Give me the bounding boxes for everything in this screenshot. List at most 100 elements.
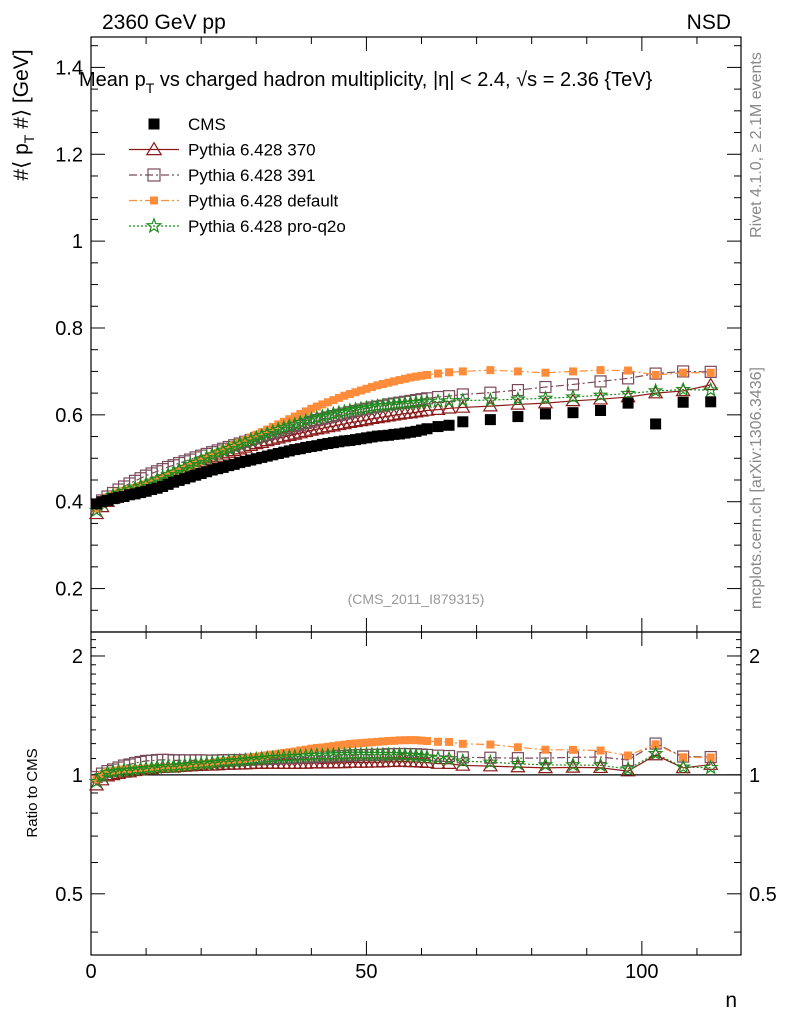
legend-marker bbox=[147, 168, 161, 182]
ratio-point bbox=[509, 755, 526, 771]
data-point bbox=[206, 464, 218, 476]
data-point bbox=[650, 418, 662, 430]
data-point bbox=[195, 467, 207, 479]
ratio-point bbox=[454, 752, 471, 768]
data-point bbox=[327, 437, 339, 449]
data-point bbox=[179, 473, 191, 485]
data-point bbox=[311, 440, 323, 452]
ratio-point bbox=[675, 758, 692, 774]
data-point bbox=[679, 368, 688, 377]
data-point bbox=[364, 411, 380, 425]
data-point bbox=[651, 370, 660, 379]
ratio-point bbox=[351, 739, 360, 748]
ratio-point bbox=[592, 756, 609, 773]
ratio-point bbox=[706, 753, 715, 762]
data-point bbox=[184, 471, 196, 483]
ratio-point bbox=[412, 736, 420, 745]
ratio-point bbox=[323, 742, 332, 751]
data-point bbox=[204, 446, 221, 462]
ratio-point bbox=[430, 750, 446, 766]
ratio-point bbox=[92, 775, 101, 784]
data-point bbox=[253, 427, 270, 443]
data-point bbox=[541, 368, 550, 377]
ratio-point bbox=[204, 754, 221, 770]
data-point bbox=[442, 390, 456, 403]
data-point bbox=[270, 430, 286, 444]
mcplots-label: mcplots.cern.ch [arXiv:1306.3436] bbox=[748, 367, 765, 609]
data-point bbox=[539, 408, 551, 420]
data-point bbox=[341, 402, 358, 418]
data-point bbox=[102, 494, 114, 506]
data-point bbox=[595, 405, 607, 417]
legend-label: Pythia 6.428 default bbox=[188, 192, 339, 211]
data-point bbox=[402, 405, 419, 419]
data-point bbox=[272, 448, 284, 459]
data-point bbox=[193, 451, 210, 467]
data-point bbox=[371, 430, 383, 442]
data-point bbox=[353, 413, 369, 427]
y-tick-label: 1.4 bbox=[55, 57, 83, 79]
data-point bbox=[434, 369, 443, 378]
data-point bbox=[325, 405, 342, 421]
ratio-point bbox=[209, 754, 226, 770]
data-point bbox=[408, 394, 424, 410]
data-point bbox=[228, 458, 240, 470]
data-point bbox=[380, 396, 397, 413]
ratio-point bbox=[279, 748, 288, 757]
rivet-label: Rivet 4.1.0, ≥ 2.1M events bbox=[748, 52, 765, 238]
data-point bbox=[289, 444, 301, 456]
ratio-point bbox=[191, 761, 200, 770]
data-point bbox=[454, 392, 471, 408]
data-point bbox=[334, 393, 343, 402]
data-point bbox=[212, 463, 224, 475]
data-point bbox=[151, 482, 163, 494]
ratio-point bbox=[395, 736, 404, 745]
main-plot-area bbox=[88, 365, 719, 520]
ratio-point bbox=[624, 751, 633, 760]
data-point bbox=[388, 428, 400, 440]
data-point bbox=[345, 390, 354, 398]
ratio-point bbox=[132, 760, 149, 777]
ratio-point bbox=[417, 736, 426, 745]
ratio-point bbox=[171, 757, 188, 773]
chart-title: Mean pT vs charged hadron multiplicity, … bbox=[79, 69, 653, 96]
data-point bbox=[624, 366, 633, 375]
data-point bbox=[259, 425, 276, 441]
data-point bbox=[592, 386, 609, 403]
data-point bbox=[391, 406, 408, 420]
header-right: NSD bbox=[687, 11, 731, 34]
ratio-point bbox=[356, 739, 365, 748]
ratio-point bbox=[143, 759, 160, 775]
data-point bbox=[412, 372, 420, 381]
data-point bbox=[389, 377, 398, 386]
ratio-point bbox=[391, 746, 408, 762]
ratio-point bbox=[127, 761, 143, 777]
ratio-point bbox=[334, 741, 343, 750]
data-point bbox=[347, 401, 364, 417]
ratio-point bbox=[147, 764, 156, 773]
data-point bbox=[278, 446, 290, 458]
data-point bbox=[565, 388, 581, 404]
ratio-y-tick-label: 1 bbox=[72, 765, 83, 787]
ratio-point bbox=[378, 737, 387, 746]
ratio-point bbox=[197, 760, 206, 769]
ratio-axes: 0 50 100 0.5 0.5 1 1 2 2 bbox=[55, 639, 777, 983]
data-point bbox=[367, 383, 376, 392]
ratio-point bbox=[397, 746, 413, 762]
data-point bbox=[307, 404, 316, 413]
data-point bbox=[305, 441, 317, 453]
ratio-point bbox=[180, 762, 189, 771]
data-point bbox=[486, 366, 495, 375]
data-point bbox=[333, 436, 345, 448]
data-point bbox=[303, 423, 320, 436]
data-point bbox=[457, 416, 469, 428]
ratio-point bbox=[458, 739, 467, 748]
data-point bbox=[165, 464, 182, 480]
ratio-point bbox=[268, 750, 277, 759]
x-axis-label: n bbox=[725, 989, 737, 1012]
data-point bbox=[358, 399, 375, 415]
data-point bbox=[366, 431, 378, 443]
data-point bbox=[154, 469, 171, 485]
data-point bbox=[512, 411, 524, 423]
ratio-point bbox=[702, 759, 719, 775]
